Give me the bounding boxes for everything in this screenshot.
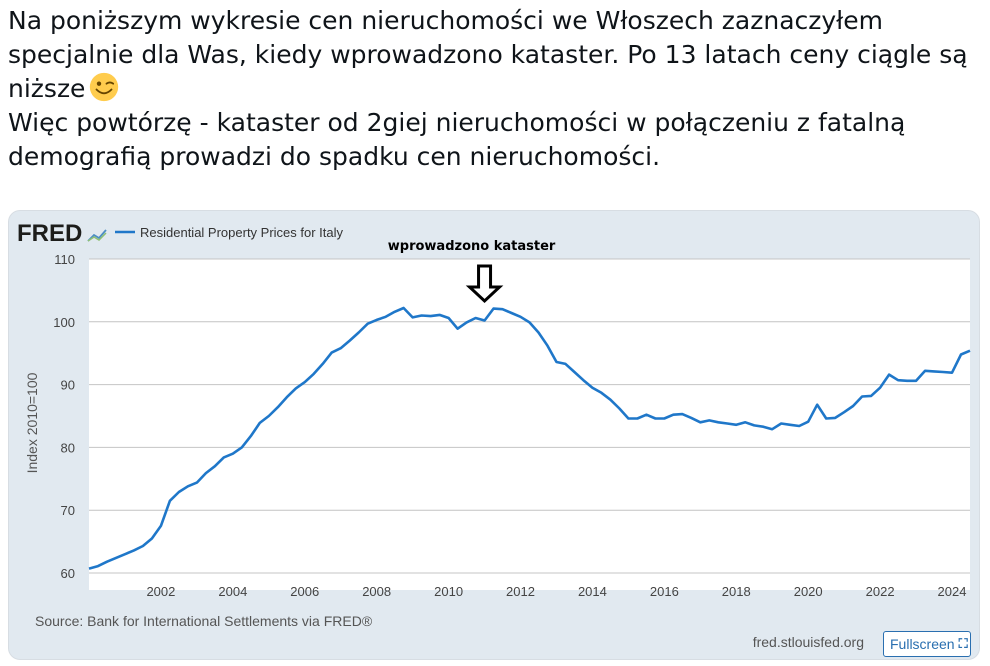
post-paragraph-1-text: Na poniższym wykresie cen nieruchomości … — [8, 6, 968, 103]
fullscreen-button[interactable]: Fullscreen ⛶ — [883, 631, 971, 657]
y-tick-label: 110 — [54, 252, 75, 267]
x-tick-label: 2018 — [722, 584, 751, 599]
fred-logo-graph-icon — [87, 229, 107, 242]
chart-svg: FRED Residential Property Prices for Ita… — [17, 220, 971, 650]
x-tick-label: 2016 — [650, 584, 679, 599]
y-tick-label: 70 — [61, 503, 75, 518]
x-tick-labels: 2002 2004 2006 2008 2010 2012 2014 2016 2018 2020… — [146, 584, 966, 599]
series-line — [88, 306, 971, 570]
y-tick-label: 100 — [53, 315, 75, 330]
y-tick-label: 60 — [61, 566, 75, 581]
fred-logo-graph-icon-secondary — [87, 232, 107, 242]
x-tick-label: 2012 — [506, 584, 535, 599]
y-tick-label: 80 — [61, 440, 75, 455]
source-text: Source: Bank for International Settlemen… — [35, 613, 373, 629]
fullscreen-label: Fullscreen — [890, 636, 955, 652]
expand-icon: ⛶ — [958, 636, 968, 651]
x-tick-label: 2022 — [866, 584, 895, 599]
post-text: Na poniższym wykresie cen nieruchomości … — [8, 4, 983, 174]
fred-logo-text: FRED — [17, 220, 82, 247]
y-tick-labels: 60 70 80 90 100 110 — [53, 252, 75, 581]
annotation: wprowadzono kataster — [388, 239, 556, 304]
grid-lines — [89, 258, 970, 574]
post-paragraph-2: Więc powtórzę - kataster od 2giej nieruc… — [8, 108, 906, 171]
down-arrow-icon — [465, 264, 504, 304]
y-tick-label: 90 — [61, 378, 75, 393]
x-tick-label: 2024 — [938, 584, 967, 599]
fred-logo[interactable]: FRED — [17, 220, 107, 247]
x-tick-label: 2020 — [794, 584, 823, 599]
legend-label: Residential Property Prices for Italy — [140, 225, 344, 240]
post-paragraph-1: Na poniższym wykresie cen nieruchomości … — [8, 4, 983, 106]
y-axis-label: Index 2010=100 — [24, 372, 40, 473]
site-link[interactable]: fred.stlouisfed.org — [753, 634, 864, 650]
x-tick-label: 2010 — [434, 584, 463, 599]
x-tick-label: 2002 — [146, 584, 175, 599]
winking-face-icon — [90, 72, 119, 102]
x-tick-label: 2014 — [578, 584, 607, 599]
x-tick-label: 2008 — [362, 584, 391, 599]
annotation-text: wprowadzono kataster — [388, 239, 556, 254]
fred-chart-card[interactable]: FRED Residential Property Prices for Ita… — [8, 210, 980, 660]
plot-area — [89, 259, 970, 590]
x-tick-label: 2004 — [218, 584, 247, 599]
x-tick-label: 2006 — [290, 584, 319, 599]
